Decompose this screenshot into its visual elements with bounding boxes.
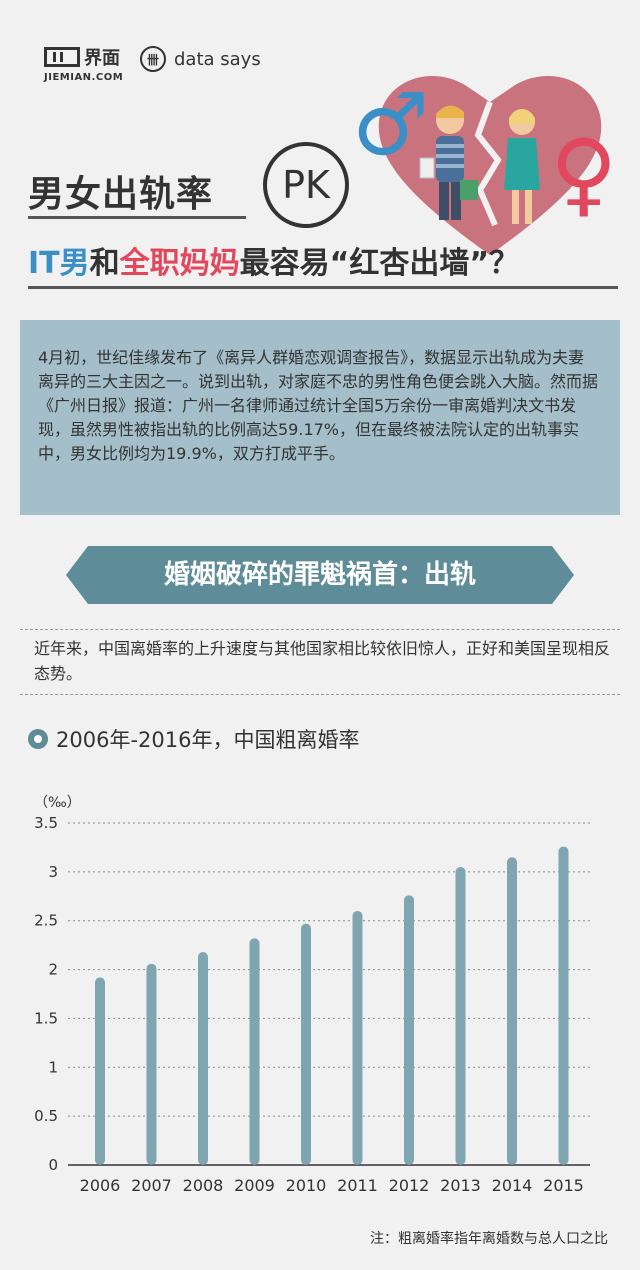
subtitle: IT男和全职妈妈最容易“红杏出墙”？ [28, 238, 519, 282]
x-tick-label: 2013 [440, 1176, 481, 1195]
bar-2006 [95, 977, 105, 1165]
logo-cn: 界面 [84, 48, 120, 69]
broken-heart-icon [378, 76, 602, 255]
bar-2012 [404, 895, 414, 1165]
female-figure-icon [504, 109, 540, 224]
y-tick-label: 3.5 [34, 814, 58, 832]
x-tick-label: 2010 [286, 1176, 327, 1195]
bar-2014 [507, 857, 517, 1165]
logo-en: JIEMIAN.COM [44, 72, 124, 83]
male-symbol-icon: ♂ [352, 75, 430, 175]
subtitle-rest: 最容易“红杏出墙”？ [239, 246, 520, 281]
chart-title: 2006年-2016年，中国粗离婚率 [56, 728, 360, 752]
x-tick-label: 2008 [183, 1176, 224, 1195]
y-tick-label: 0 [48, 1156, 58, 1174]
bar-2007 [146, 963, 157, 1165]
x-tick-label: 2015 [543, 1176, 584, 1195]
female-symbol-icon: ♀ [550, 120, 618, 227]
x-tick-label: 2007 [131, 1176, 172, 1195]
section-banner: 婚姻破碎的罪魁祸首：出轨 [66, 546, 574, 604]
x-tick-label: 2006 [80, 1176, 121, 1195]
bar-2009 [249, 938, 260, 1165]
y-tick-label: 0.5 [34, 1107, 58, 1125]
chart-heading: 2006年-2016年，中国粗离婚率 [28, 724, 359, 754]
bar-2010 [301, 923, 311, 1165]
intro-paragraph: 4月初，世纪佳缘发布了《离异人群婚恋观调查报告》，数据显示出轨成为夫妻离异的三大… [20, 320, 620, 515]
section-note: 近年来，中国离婚率的上升速度与其他国家相比较依旧惊人，正好和美国呈现相反态势。 [20, 629, 620, 695]
header: 界面 JIEMIAN.COM 卌 data says [0, 0, 640, 300]
jiemian-logo-icon [44, 47, 80, 67]
subtitle-underline [28, 286, 618, 289]
broken-heart-illustration [378, 76, 602, 255]
bullet-icon [28, 729, 48, 749]
data-says-icon: 卌 [140, 46, 166, 72]
x-tick-label: 2011 [337, 1176, 378, 1195]
divorce-rate-bar-chart: （‰） 0 0.5 1 1.5 2 2.5 3 3.5 2006 2007 2008 2009 201… [34, 795, 590, 1195]
pk-badge: PK [263, 142, 349, 228]
x-tick-label: 2014 [492, 1176, 533, 1195]
bar-2015 [558, 846, 569, 1165]
y-tick-label: 2.5 [34, 912, 58, 930]
x-tick-label: 2012 [389, 1176, 430, 1195]
x-tick-label: 2009 [234, 1176, 275, 1195]
y-tick-label: 1 [48, 1058, 58, 1076]
bar-2011 [352, 910, 363, 1165]
y-tick-label: 2 [48, 961, 58, 979]
banner-title: 婚姻破碎的罪魁祸首：出轨 [163, 560, 476, 590]
subtitle-moms: 全职妈妈 [119, 246, 240, 281]
data-says-text: data says [174, 48, 261, 70]
bar-2013 [455, 866, 466, 1165]
subtitle-it-men: IT男 [28, 246, 90, 281]
y-tick-label: 1.5 [34, 1009, 58, 1027]
bar-2008 [198, 951, 208, 1165]
subtitle-and: 和 [89, 246, 120, 281]
footnote: 注：粗离婚率指年离婚数与总人口之比 [370, 1231, 608, 1247]
title-underline [28, 216, 246, 219]
data-says-logo[interactable]: 卌 data says [140, 46, 261, 72]
jiemian-logo[interactable]: 界面 JIEMIAN.COM [44, 44, 123, 83]
main-title: 男女出轨率 [28, 174, 214, 215]
y-tick-label: 3 [48, 863, 58, 881]
y-axis-unit-label: （‰） [34, 795, 81, 811]
male-figure-icon [419, 105, 478, 220]
